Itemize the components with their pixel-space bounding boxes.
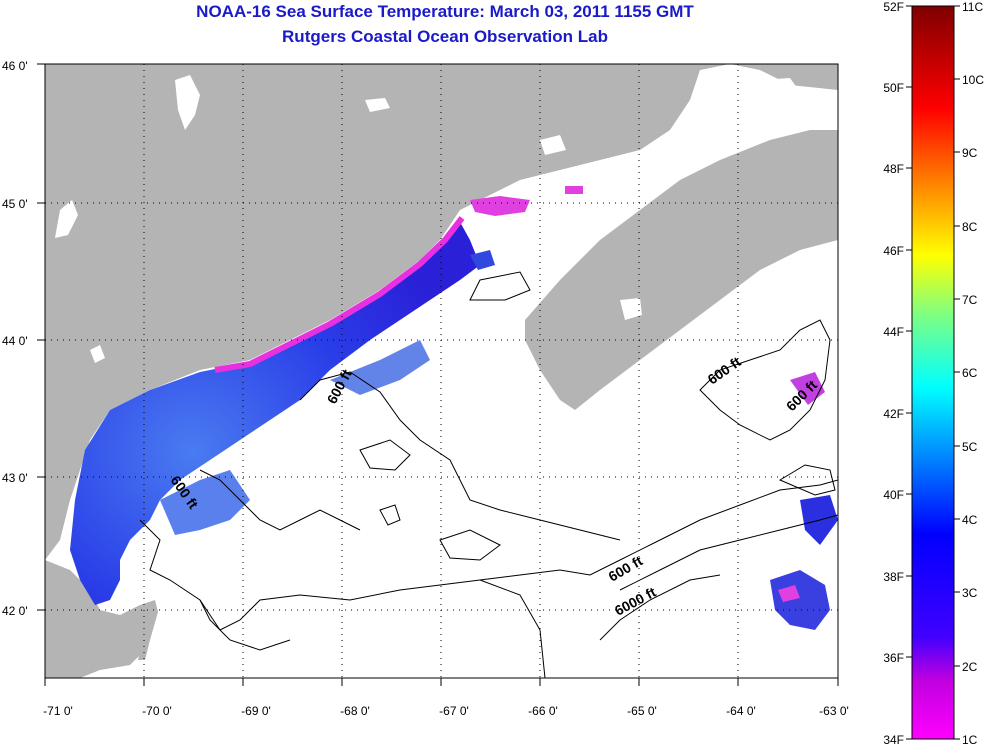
lake-6 <box>760 78 800 95</box>
colorbar-c-label: 8C <box>962 220 978 234</box>
lake-3 <box>90 345 105 363</box>
colorbar-f-label: 34F <box>883 733 904 747</box>
lon-tick-label: -69 0' <box>241 704 271 718</box>
lat-tick-label: 46 0' <box>2 59 28 73</box>
colorbar-c-label: 11C <box>962 0 983 14</box>
sst-coastal-band <box>70 222 480 605</box>
colorbar-f-label: 36F <box>883 651 904 665</box>
map-subtitle: Rutgers Coastal Ocean Observation Lab <box>282 27 608 46</box>
colorbar-c-label: 7C <box>962 293 978 307</box>
sst-speckle-5 <box>770 570 830 630</box>
colorbar: 52F 50F 48F 46F 44F 42F 40F 38F 36F 34F … <box>883 0 984 747</box>
lat-tick-label: 43 0' <box>2 471 28 485</box>
land-massachusetts <box>45 560 150 678</box>
lat-tick-label: 42 0' <box>2 604 28 618</box>
graticule <box>45 64 838 678</box>
lon-tick-label: -64 0' <box>726 704 756 718</box>
colorbar-ticks <box>906 5 960 740</box>
lon-tick-label: -70 0' <box>142 704 172 718</box>
bathymetry-contours <box>139 271 838 678</box>
lon-tick-label: -67 0' <box>439 704 469 718</box>
sst-speckle-9 <box>565 186 583 194</box>
map-title: NOAA-16 Sea Surface Temperature: March 0… <box>196 2 694 21</box>
colorbar-c-label: 4C <box>962 513 978 527</box>
colorbar-f-label: 44F <box>883 325 904 339</box>
colorbar-gradient <box>911 5 955 740</box>
lon-tick-label: -71 0' <box>43 704 73 718</box>
colorbar-c-label: 9C <box>962 146 978 160</box>
colorbar-c-label: 10C <box>962 73 984 87</box>
lon-tick-label: -68 0' <box>340 704 370 718</box>
sst-speckle-4 <box>470 250 495 270</box>
lat-tick-label: 44 0' <box>2 334 28 348</box>
colorbar-f-label: 52F <box>883 0 904 14</box>
map-area: 600 ft 600 ft 600 ft 600 ft 6000 ft 600 … <box>45 64 838 678</box>
lon-tick-label: -63 0' <box>819 704 849 718</box>
colorbar-c-label: 3C <box>962 586 978 600</box>
lat-tick-label: 45 0' <box>2 197 28 211</box>
lake-5 <box>620 298 642 320</box>
sst-speckle-6 <box>778 585 800 602</box>
lon-tick-label: -65 0' <box>627 704 657 718</box>
sst-speckle-2 <box>330 340 430 395</box>
colorbar-f-label: 46F <box>883 244 904 258</box>
colorbar-f-label: 38F <box>883 570 904 584</box>
lake-1 <box>175 75 200 130</box>
colorbar-f-label: 40F <box>883 488 904 502</box>
colorbar-f-label: 42F <box>883 407 904 421</box>
land-maine <box>45 64 838 560</box>
lake-2 <box>55 200 78 238</box>
colorbar-c-label: 1C <box>962 733 978 747</box>
colorbar-c-label: 2C <box>962 660 978 674</box>
lake-7 <box>540 135 566 155</box>
sst-speckle-3 <box>470 196 530 216</box>
lon-tick-label: -66 0' <box>528 704 558 718</box>
sst-speckle-1 <box>160 470 250 535</box>
lake-4 <box>365 98 390 112</box>
colorbar-c-label: 5C <box>962 440 978 454</box>
colorbar-c-label: 6C <box>962 366 978 380</box>
colorbar-f-label: 50F <box>883 81 904 95</box>
land-cape-cod <box>138 600 158 660</box>
colorbar-f-label: 48F <box>883 162 904 176</box>
axis-ticks <box>37 63 839 686</box>
